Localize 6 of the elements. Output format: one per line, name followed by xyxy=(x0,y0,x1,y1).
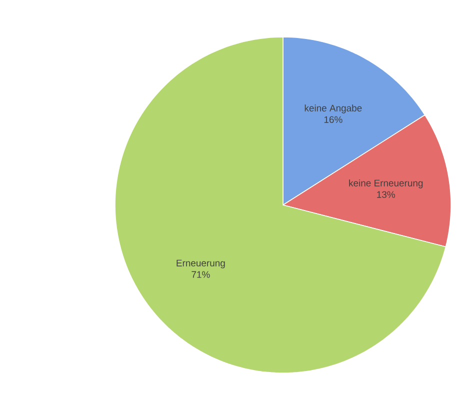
slice-label: Erneuerung xyxy=(176,260,225,268)
slice-label: keine Erneuerung xyxy=(349,179,423,188)
data-label: 13% xyxy=(377,191,396,198)
slice-label: keine Angabe xyxy=(304,104,362,114)
data-label: 16% xyxy=(324,116,342,123)
data-label: 71% xyxy=(192,271,210,278)
